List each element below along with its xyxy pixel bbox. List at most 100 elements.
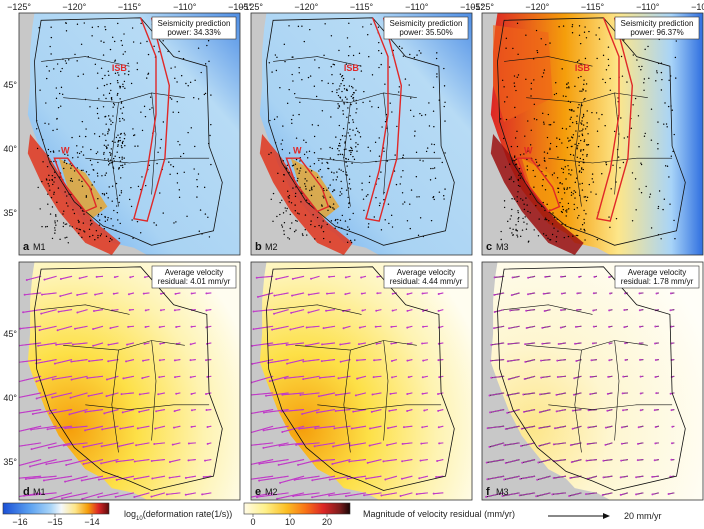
info-box-line1: Seismicity prediction	[390, 19, 463, 28]
longitude-label: −105°	[691, 2, 704, 12]
info-box-line2: power: 35.50%	[399, 28, 452, 37]
longitude-label: −125°	[7, 2, 31, 12]
intermountain-belt-outline	[133, 17, 171, 222]
latitude-label: 35°	[3, 457, 17, 467]
info-box-line1: Average velocity	[165, 268, 224, 277]
colorbar-strain-ramp	[2, 502, 110, 515]
region-boundary	[497, 266, 686, 491]
latitude-label: 45°	[3, 80, 17, 90]
panel-model: M1	[33, 242, 46, 252]
longitude-label: −115°	[350, 2, 374, 12]
info-box-line1: Seismicity prediction	[158, 19, 231, 28]
panel-model: M1	[33, 487, 46, 497]
region-boundary	[34, 266, 223, 491]
panel-model: M3	[496, 242, 509, 252]
velocity-vectors	[19, 275, 212, 500]
scale-arrow-label: 20 mm/yr	[624, 511, 662, 521]
longitude-label: −110°	[405, 2, 429, 12]
longitude-label: −110°	[173, 2, 197, 12]
info-box	[383, 16, 469, 40]
arrowhead-icon	[603, 513, 610, 519]
panel-frame	[18, 12, 241, 256]
panel-model: M3	[496, 487, 509, 497]
info-box	[151, 16, 237, 40]
colorbar-velocity-tick: 10	[285, 517, 295, 527]
scale-arrow: 20 mm/yr	[548, 511, 662, 521]
longitude-label: −125°	[470, 2, 494, 12]
panel-letter: f	[486, 486, 490, 498]
longitude-label: −120°	[62, 2, 86, 12]
colorbar-strain-tick: −16	[12, 517, 27, 527]
panel-frame	[250, 12, 473, 256]
longitude-label: −105°	[460, 2, 484, 12]
info-box-line1: Average velocity	[628, 268, 687, 277]
colorbar-velocity-ramp	[243, 502, 351, 515]
colorbar-velocity-tick: 20	[322, 517, 332, 527]
info-box	[383, 265, 469, 289]
region-boundary	[497, 17, 686, 246]
high-strain-zone	[493, 25, 553, 122]
latitude-label: 45°	[3, 329, 17, 339]
w-label: W	[293, 145, 302, 155]
colorbar-velocity-tick: 0	[250, 517, 255, 527]
colorbar-velocity-label: Magnitude of velocity residual (mm/yr)	[363, 509, 515, 519]
panel-frame	[18, 261, 241, 501]
info-box-line1: Average velocity	[397, 268, 456, 277]
info-box	[151, 265, 237, 289]
walker-lane-outline	[53, 157, 98, 213]
panel-frame	[481, 12, 704, 256]
w-label: W	[524, 145, 533, 155]
region-boundary	[266, 17, 455, 246]
land-area	[259, 262, 472, 500]
panel-frame	[481, 261, 704, 501]
panel-letter: a	[23, 241, 30, 253]
top-axis: −125° −120° −115° −110° −105°−125° −120° −115°…	[7, 2, 704, 12]
isb-label: ISB	[575, 63, 591, 73]
info-box	[614, 265, 700, 289]
intermountain-belt-outline	[596, 17, 634, 222]
colorbar-strain-label: log10(deformation rate(1/s))	[124, 509, 232, 522]
panel-model: M2	[265, 487, 278, 497]
left-axis: 45° 40° 35° 45° 40° 35°	[3, 80, 17, 467]
w-label: W	[61, 145, 70, 155]
longitude-label: −115°	[581, 2, 605, 12]
info-box-line2: residual: 4.01 mm/yr	[158, 277, 231, 286]
walker-lane-outline	[516, 157, 561, 213]
region-boundary	[34, 17, 223, 246]
latitude-label: 35°	[3, 208, 17, 218]
panel-frame	[250, 261, 473, 501]
panel-letter: b	[255, 241, 262, 253]
land-area	[490, 262, 703, 500]
longitude-label: −120°	[294, 2, 318, 12]
longitude-label: −105°	[228, 2, 252, 12]
info-box	[614, 16, 700, 40]
panel-model: M2	[265, 242, 278, 252]
longitude-label: −120°	[525, 2, 549, 12]
panel-letter: d	[23, 486, 30, 498]
panel-letter: e	[255, 486, 261, 498]
land-area	[27, 262, 240, 500]
colorbar-strain: −16 −15 −14 log10(deformation rate(1/s))	[2, 502, 232, 527]
info-box-line2: power: 34.33%	[167, 28, 220, 37]
info-box-line2: residual: 4.44 mm/yr	[390, 277, 463, 286]
longitude-label: −125°	[239, 2, 263, 12]
info-box-line1: Seismicity prediction	[621, 19, 694, 28]
info-box-line2: power: 96.37%	[630, 28, 683, 37]
longitude-label: −115°	[118, 2, 142, 12]
isb-label: ISB	[112, 63, 128, 73]
colorbar-velocity: 0 10 20 Magnitude of velocity residual (…	[243, 502, 515, 527]
intermountain-belt-outline	[365, 17, 403, 222]
info-box-line2: residual: 1.78 mm/yr	[621, 277, 694, 286]
panel-letter: c	[486, 241, 492, 253]
latitude-label: 40°	[3, 393, 17, 403]
colorbar-strain-tick: −14	[84, 517, 99, 527]
isb-label: ISB	[344, 63, 360, 73]
